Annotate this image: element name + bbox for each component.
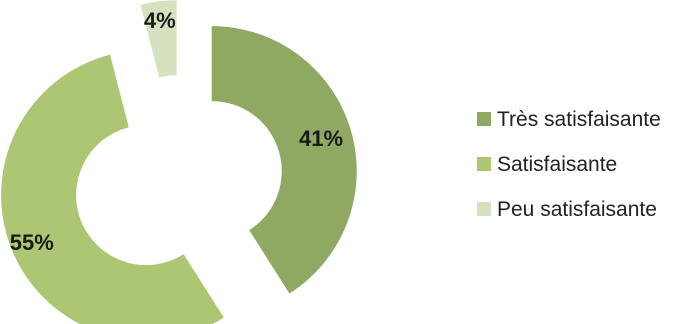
legend-label-tres-satisfaisante: Très satisfaisante [497,108,661,131]
legend-swatch-tres-satisfaisante [477,112,491,126]
slices-layer [1,0,357,324]
legend-swatch-peu-satisfaisante [477,202,491,216]
legend-label-satisfaisante: Satisfaisante [497,153,617,176]
data-labels-layer: 41% 55% 4% [10,8,343,255]
slice-peu-satisfaisante [140,0,177,78]
data-label-tres-satisfaisante: 41% [299,126,343,151]
legend-label-peu-satisfaisante: Peu satisfaisante [497,198,657,221]
legend: Très satisfaisante Satisfaisante Peu satis… [477,108,661,221]
data-label-peu-satisfaisante: 4% [144,8,176,33]
legend-swatch-satisfaisante [477,157,491,171]
slice-tres-satisfaisante [211,26,357,294]
data-label-satisfaisante: 55% [10,230,54,255]
slice-satisfaisante [1,54,224,324]
